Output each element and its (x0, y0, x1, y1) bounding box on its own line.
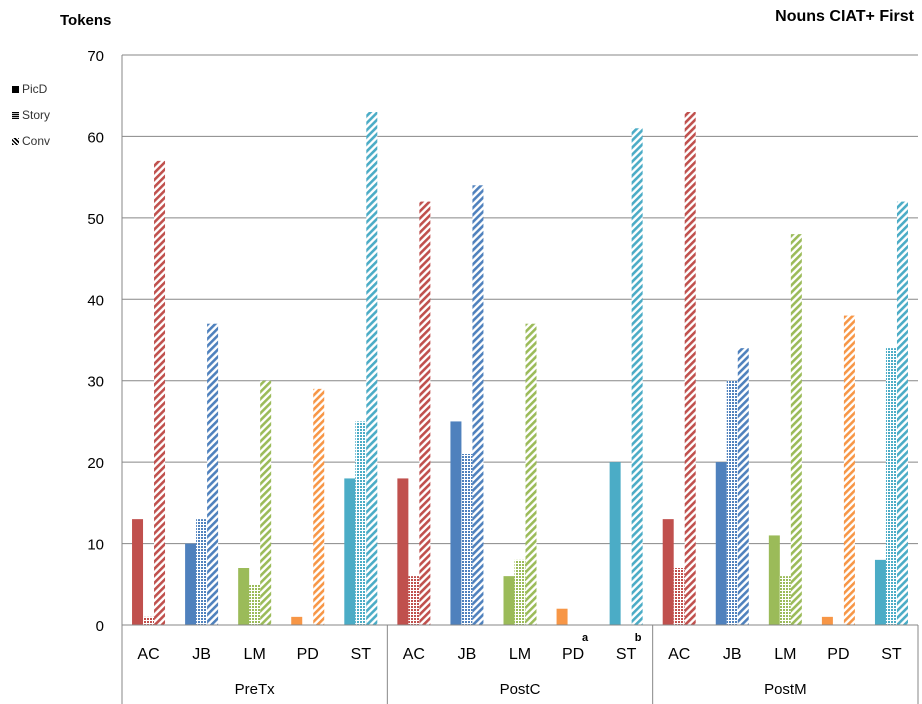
x-tick-label-PostM-ST: ST (881, 646, 902, 663)
bar-PreTx-PD-PicD (291, 616, 303, 625)
y-tick-label-50: 50 (87, 211, 104, 228)
bar-PostC-ST-PicD (609, 462, 621, 625)
x-tick-label-PostC-AC: AC (403, 646, 425, 663)
y-tick-label-10: 10 (87, 537, 104, 554)
bar-PostC-LM-PicD (503, 576, 515, 625)
group-label-PostM: PostM (764, 681, 807, 698)
legend-item-story: Story (12, 102, 50, 128)
x-tick-label-PostM-AC: AC (668, 646, 690, 663)
bar-PostM-JB-Story (726, 380, 738, 625)
legend: PicD Story Conv (12, 76, 50, 154)
bar-PostC-JB-Conv (472, 185, 484, 626)
bar-PostM-PD-PicD (821, 616, 833, 625)
y-axis-label: Tokens (60, 12, 112, 29)
legend-label-conv: Conv (22, 134, 51, 148)
y-tick-label-30: 30 (87, 374, 104, 391)
bar-PreTx-ST-PicD (344, 478, 356, 625)
bar-PostM-ST-PicD (874, 559, 886, 625)
bar-PostM-JB-Conv (737, 348, 749, 625)
group-label-PostC: PostC (500, 681, 541, 698)
footnote-marker-a: a (582, 632, 589, 644)
bar-PostC-JB-PicD (450, 421, 462, 625)
bar-PostM-PD-Conv (843, 315, 855, 625)
bar-PostC-AC-Conv (419, 201, 431, 626)
y-tick-label-20: 20 (87, 455, 104, 472)
bar-PostM-LM-Conv (790, 234, 802, 625)
y-tick-label-40: 40 (87, 292, 104, 309)
group-label-PreTx: PreTx (235, 681, 276, 698)
legend-swatch-picd (12, 85, 19, 93)
x-tick-label-PostC-JB: JB (458, 646, 477, 663)
bar-PreTx-JB-PicD (185, 543, 197, 625)
bar-PreTx-AC-Conv (154, 160, 166, 625)
y-tick-label-70: 70 (87, 48, 104, 65)
x-tick-label-PostC-PD: PD (562, 646, 584, 663)
bar-PostC-LM-Conv (525, 323, 537, 625)
bar-PostC-JB-Story (461, 454, 473, 625)
x-tick-label-PreTx-JB: JB (192, 646, 211, 663)
legend-swatch-conv (12, 137, 19, 145)
x-tick-label-PreTx-AC: AC (137, 646, 159, 663)
bar-PreTx-ST-Story (355, 421, 367, 625)
bar-PreTx-JB-Conv (207, 323, 219, 625)
x-tick-label-PostM-JB: JB (723, 646, 742, 663)
x-tick-label-PreTx-LM: LM (244, 646, 266, 663)
bar-PostC-AC-Story (408, 576, 420, 625)
legend-label-story: Story (22, 108, 51, 122)
bar-PostC-LM-Story (514, 559, 526, 625)
bar-PostM-AC-Story (673, 568, 685, 625)
legend-label-picd: PicD (22, 82, 48, 96)
bar-PostM-AC-PicD (662, 519, 674, 625)
footnote-marker-b: b (635, 632, 642, 644)
bar-PreTx-JB-Story (196, 519, 208, 625)
bar-PreTx-ST-Conv (366, 112, 378, 625)
bar-PreTx-AC-Story (143, 616, 155, 625)
bar-PostC-PD-PicD (556, 608, 568, 625)
x-tick-label-PostC-ST: ST (616, 646, 637, 663)
legend-item-conv: Conv (12, 128, 50, 154)
bar-PreTx-AC-PicD (132, 519, 144, 625)
legend-item-picd: PicD (12, 76, 50, 102)
legend-swatch-story (12, 111, 19, 119)
bar-PreTx-LM-Story (249, 584, 261, 625)
bar-PostM-ST-Conv (896, 201, 908, 626)
bar-PreTx-LM-Conv (260, 380, 272, 625)
bar-PreTx-LM-PicD (238, 568, 250, 625)
bar-PostM-LM-PicD (768, 535, 780, 625)
y-tick-label-0: 0 (96, 618, 104, 635)
x-tick-label-PostM-PD: PD (827, 646, 849, 663)
bar-PostM-LM-Story (779, 576, 791, 625)
x-tick-label-PostM-LM: LM (774, 646, 796, 663)
bar-PostC-AC-PicD (397, 478, 409, 625)
chart-title: Nouns CIAT+ First (775, 8, 914, 25)
bar-PostM-AC-Conv (684, 112, 696, 625)
x-tick-label-PreTx-ST: ST (351, 646, 372, 663)
bar-PostM-ST-Story (885, 348, 897, 625)
y-tick-label-60: 60 (87, 129, 104, 146)
bar-PostM-JB-PicD (715, 462, 727, 625)
bar-PreTx-PD-Conv (313, 388, 325, 625)
bar-PostC-ST-Conv (631, 128, 643, 626)
x-tick-label-PreTx-PD: PD (297, 646, 319, 663)
x-tick-label-PostC-LM: LM (509, 646, 531, 663)
